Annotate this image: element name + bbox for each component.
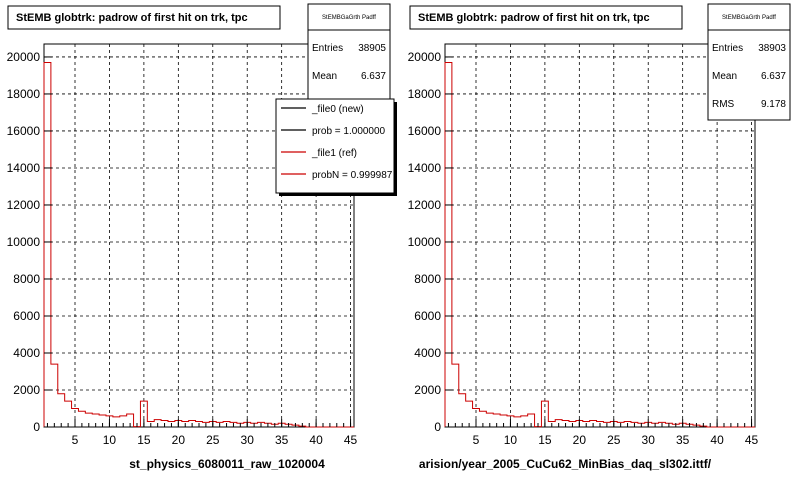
- legend-entry: probN = 0.999987: [312, 170, 393, 181]
- x-tick-label: 45: [745, 433, 759, 447]
- legend: _file0 (new) prob = 1.000000 _file1 (ref) p…: [275, 98, 397, 196]
- stats-header: StEMBGaGrth Padff: [722, 15, 776, 21]
- x-axis-label: arision/year_2005_CuCu62_MinBias_daq_sl3…: [419, 457, 712, 471]
- x-tick-label: 10: [504, 433, 518, 447]
- y-tick-label: 2000: [414, 383, 441, 397]
- stats-label: Mean: [312, 71, 337, 82]
- x-tick-label: 5: [72, 433, 79, 447]
- x-tick-label: 25: [607, 433, 621, 447]
- legend-frame: [275, 98, 395, 194]
- title-box: [409, 5, 683, 30]
- y-tick-label: 18000: [7, 87, 41, 101]
- y-tick-label: 12000: [408, 198, 442, 212]
- x-tick-label: 45: [344, 433, 358, 447]
- title-box: [7, 5, 281, 30]
- legend-entry: prob = 1.000000: [312, 126, 386, 137]
- stats-label: Mean: [712, 71, 737, 82]
- x-tick-label: 20: [172, 433, 186, 447]
- stats-value: 6.637: [761, 71, 786, 82]
- x-tick-label: 40: [309, 433, 323, 447]
- legend-entry: _file1 (ref): [311, 148, 357, 159]
- x-tick-label: 5: [473, 433, 480, 447]
- stats-value: 38905: [358, 43, 386, 54]
- x-tick-label: 35: [275, 433, 289, 447]
- x-tick-label: 30: [642, 433, 656, 447]
- y-tick-label: 14000: [408, 161, 442, 175]
- stats-label: RMS: [712, 99, 735, 110]
- chart-panel-2: 5 10 15 20 25 30 35 40 45 0 2000 4000 6000 8000 10000 1…: [408, 3, 791, 471]
- y-tick-label: 10000: [7, 235, 41, 249]
- plot-frame: [444, 43, 756, 428]
- x-tick-label: 15: [137, 433, 151, 447]
- y-tick-label: 18000: [408, 87, 442, 101]
- chart-title: StEMB globtrk: padrow of first hit on tr…: [16, 12, 248, 24]
- stats-frame: [707, 3, 791, 121]
- x-tick-label: 15: [538, 433, 552, 447]
- y-tick-label: 14000: [7, 161, 41, 175]
- stats-label: Entries: [312, 43, 343, 54]
- y-tick-label: 8000: [414, 272, 441, 286]
- legend-entry: _file0 (new): [311, 104, 364, 115]
- stats-box: StEMBGaGrth Padff Entries 38903 Mean 6.637 RM…: [707, 3, 791, 121]
- histogram-outline: [444, 62, 755, 428]
- x-tick-label: 30: [241, 433, 255, 447]
- stats-value: 9.178: [761, 99, 786, 110]
- x-tick-label: 40: [710, 433, 724, 447]
- y-tick-label: 8000: [13, 272, 40, 286]
- y-tick-label: 2000: [13, 383, 40, 397]
- y-tick-label: 4000: [414, 346, 441, 360]
- histogram-series: [444, 62, 755, 428]
- x-tick-label: 25: [206, 433, 220, 447]
- y-tick-label: 12000: [7, 198, 41, 212]
- x-tick-label: 35: [676, 433, 690, 447]
- y-tick-label: 0: [434, 420, 441, 434]
- stats-value: 6.637: [361, 71, 386, 82]
- stats-label: Entries: [712, 43, 743, 54]
- y-tick-label: 16000: [7, 124, 41, 138]
- y-tick-label: 6000: [13, 309, 40, 323]
- y-tick-label: 0: [33, 420, 40, 434]
- stats-header: StEMBGaGrth Padff: [322, 15, 376, 21]
- x-tick-label: 10: [103, 433, 117, 447]
- histogram-outline: [43, 62, 354, 428]
- y-tick-label: 20000: [408, 50, 442, 64]
- y-tick-label: 6000: [414, 309, 441, 323]
- y-tick-label: 16000: [408, 124, 442, 138]
- y-tick-label: 4000: [13, 346, 40, 360]
- histogram-series: [43, 62, 354, 428]
- stats-value: 38903: [758, 43, 786, 54]
- y-tick-label: 20000: [7, 50, 41, 64]
- y-tick-label: 10000: [408, 235, 442, 249]
- x-tick-label: 20: [573, 433, 587, 447]
- x-axis-label: st_physics_6080011_raw_1020004: [129, 457, 325, 471]
- chart-title: StEMB globtrk: padrow of first hit on tr…: [418, 12, 650, 24]
- chart-panel-1: 5 10 15 20 25 30 35 40 45 0 2000 4000 6000 8000 10000 1…: [7, 3, 397, 471]
